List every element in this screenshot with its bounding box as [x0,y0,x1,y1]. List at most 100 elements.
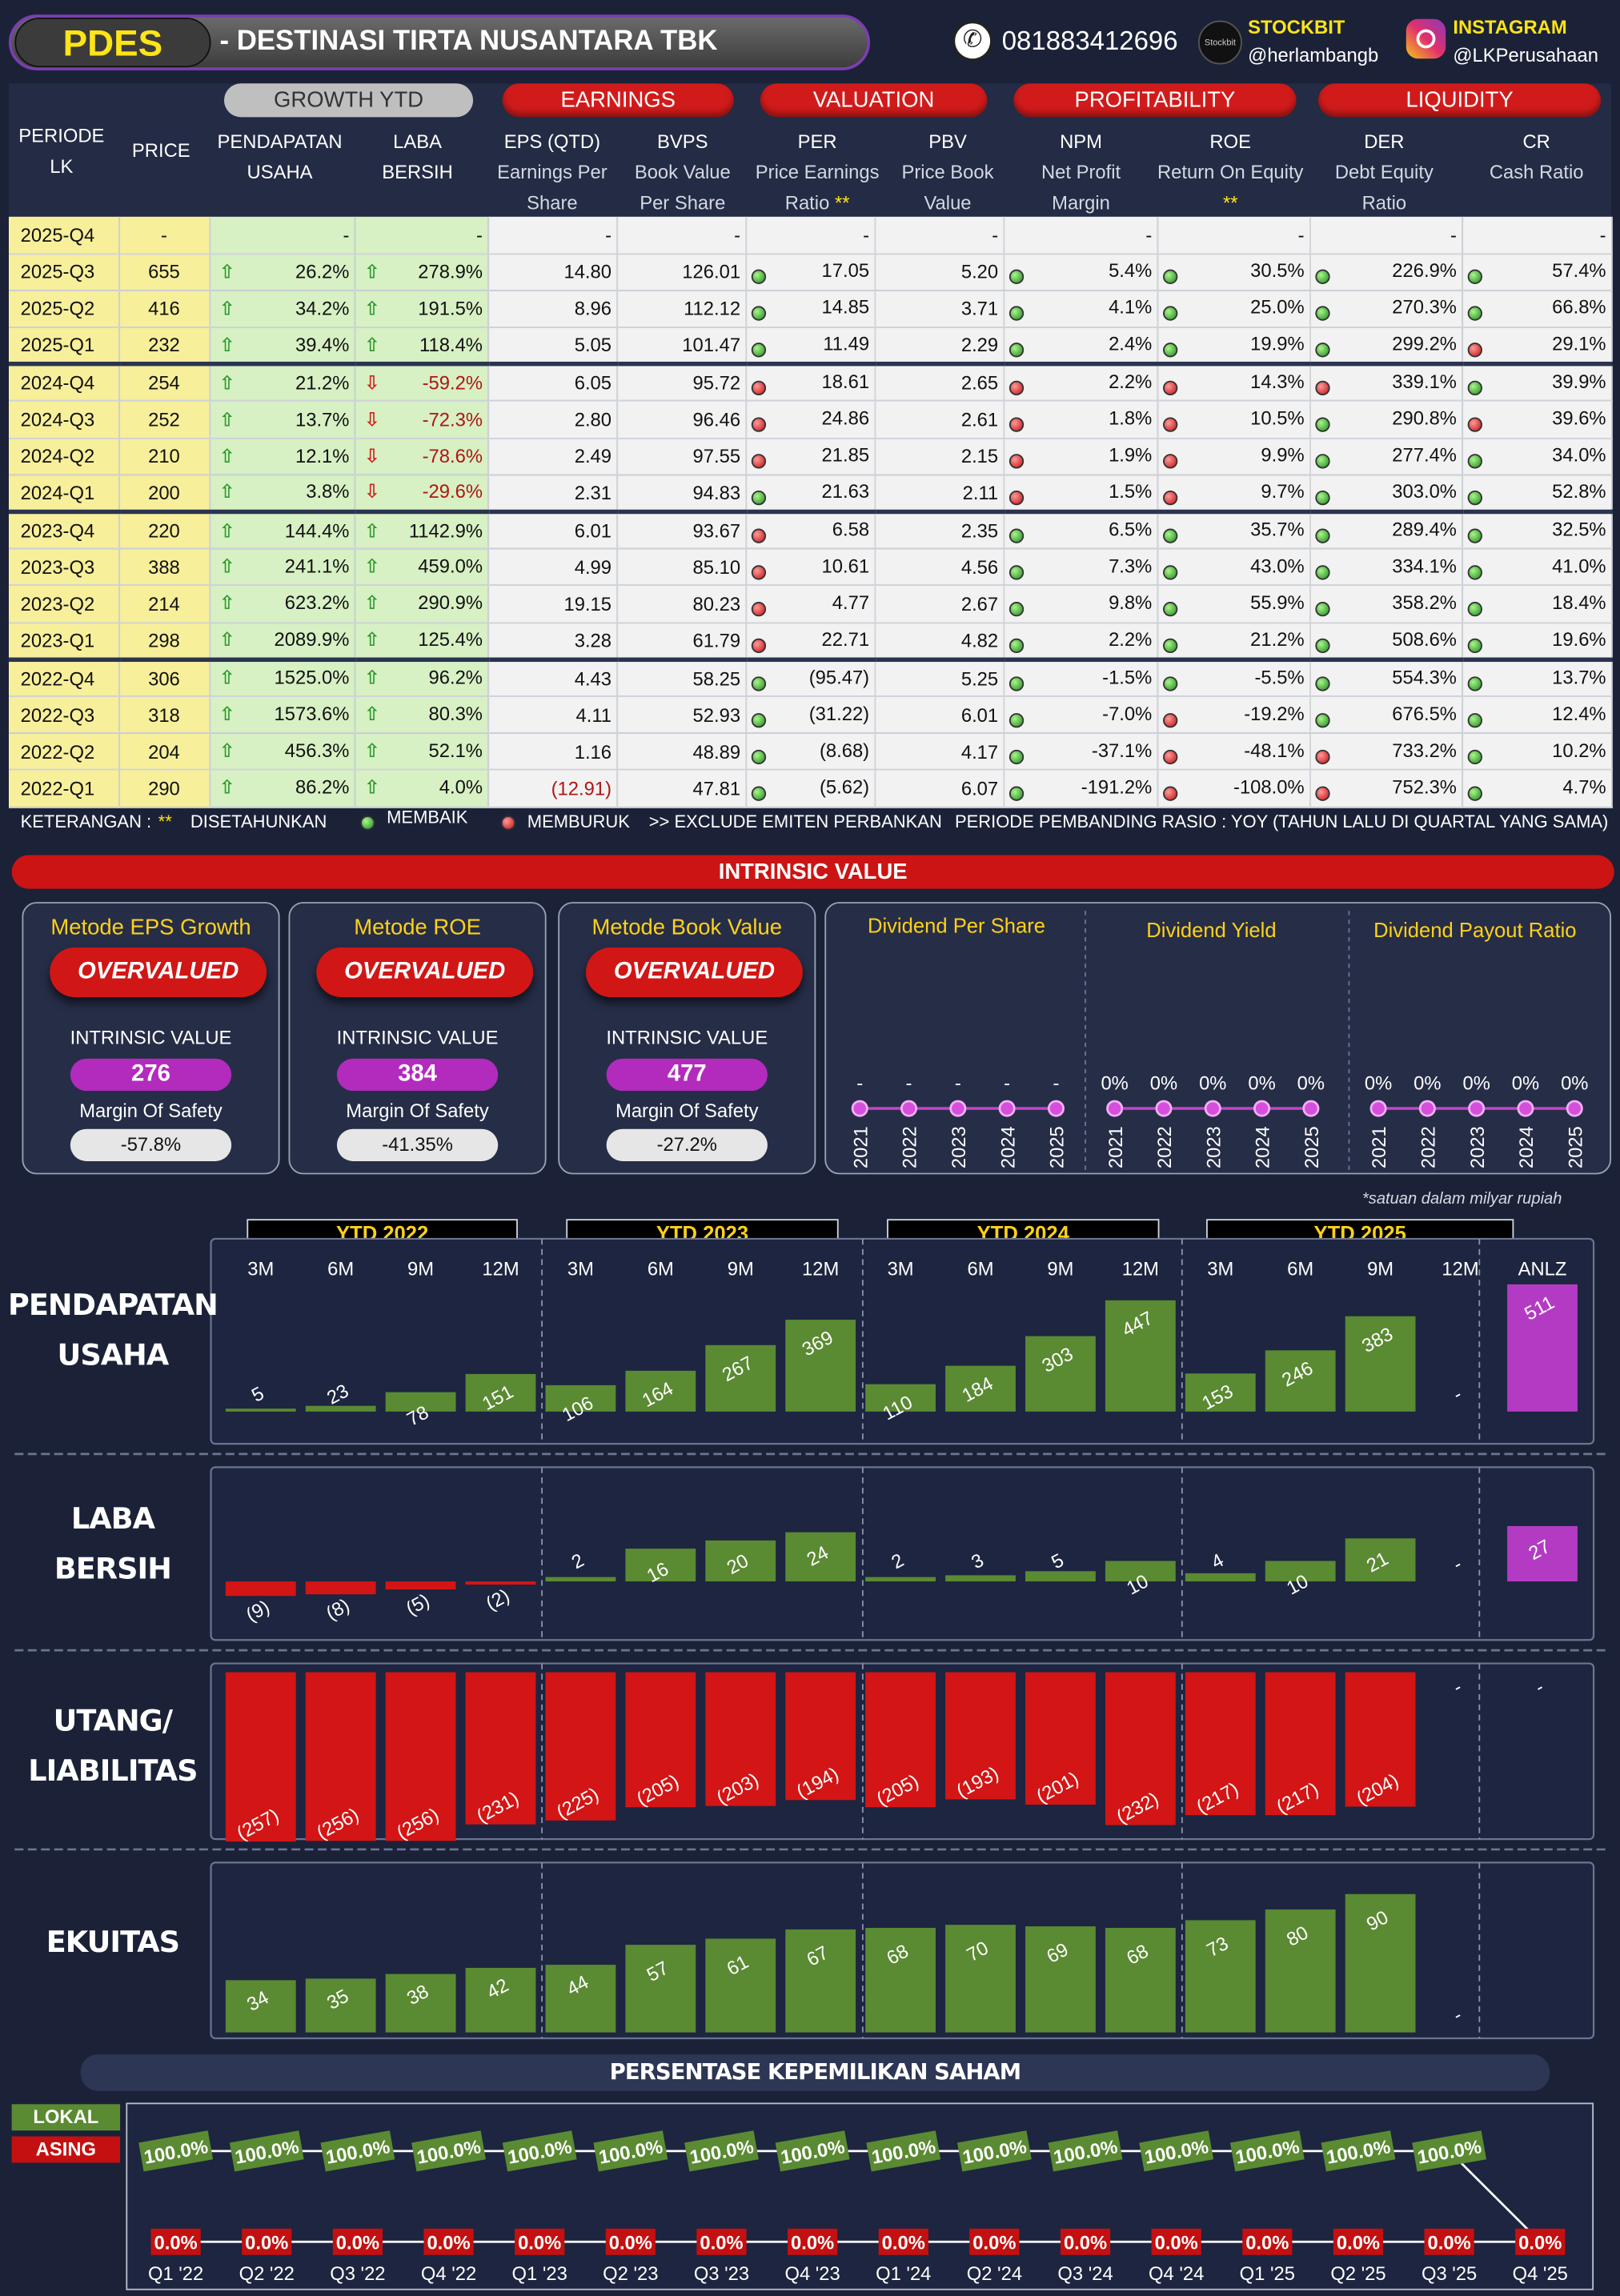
asing-label: 0.0% [1064,2232,1107,2254]
section-title: LABA BERSIH [54,1501,171,1585]
cell-per: (95.47) [745,657,876,697]
period-label: 9M [728,1259,754,1280]
bar [305,1581,376,1595]
arrow-up-icon: ⇧ [363,260,380,282]
table-row: 2024-Q2 210 ⇧ 12.1% ⇩ -78.6% 2.49 97.55 21.85 2.1… [8,438,1612,476]
green-dot-icon [1008,749,1024,764]
bar-chart-0: PENDAPATAN USAHA 3M 6M 9M 12M 3M 6M 9M 12M 3M 6M 9M 1… [8,1237,1595,1445]
margin-of-safety-value: -41.35% [336,1128,499,1161]
arrow-up-icon: ⇧ [219,444,235,467]
col-roe-sub: Return On Equity ** [1157,157,1304,218]
bar [705,1344,776,1412]
cell-value: 277.4% [1392,443,1457,467]
cell-periode: 2022-Q3 [8,695,120,734]
ownership-chart: 100.0% 100.0% 100.0% 100.0% 100.0% 100.0% 100.… [138,2130,1568,2285]
dividend-point [1302,1100,1320,1117]
bar [1265,1350,1336,1412]
red-dot-icon [1008,490,1024,506]
cell-npm: 1.5% [1003,475,1158,513]
cell-cr: 4.7% [1462,770,1612,808]
arrow-down-icon: ⇩ [363,371,380,394]
asing-label: 0.0% [1155,2232,1198,2254]
cell-value: 14.80 [563,261,612,283]
cell-laba: ⇧ 125.4% [354,622,489,660]
cell-value: 2024-Q4 [20,372,95,395]
cell-pendapatan: ⇧ 13.7% [209,401,355,439]
cell-value: 5.20 [960,261,999,283]
bar [1185,1672,1256,1816]
cell-value: - [1297,223,1305,246]
lokal-label-box [1139,2130,1214,2172]
cell-value: 34.2% [295,297,350,319]
cell-cr: 39.6% [1462,401,1612,439]
dividend-value: 0% [1365,1072,1392,1094]
green-dot-icon [750,343,766,358]
bar [1345,1316,1416,1412]
cell-der: - [1309,216,1463,254]
arrow-down-icon: ⇩ [363,407,380,431]
year-label: 2022 [1418,1126,1440,1168]
year-label: 2021 [850,1126,872,1168]
red-dot-icon [1162,454,1177,469]
bar [1105,1300,1176,1412]
lokal-label-box [229,2130,304,2172]
green-dot-icon [1466,638,1482,653]
cell-laba: ⇩ -78.6% [354,438,489,476]
table-row: 2024-Q3 252 ⇧ 13.7% ⇩ -72.3% 2.80 96.46 24.86 2.6… [8,401,1612,439]
cell-value: 252 [148,408,180,431]
asing-label-box [605,2228,656,2255]
cell-value: 39.4% [295,333,350,355]
cell-npm: 2.2% [1003,622,1158,660]
table-row: 2025-Q1 232 ⇧ 39.4% ⇧ 118.4% 5.05 101.47 11.49 2.… [8,327,1612,366]
cell-der: 270.3% [1309,290,1463,328]
cell-der: 676.5% [1309,695,1463,734]
dividend-value: 0% [1199,1072,1226,1094]
cell-cr: 39.9% [1462,362,1612,403]
cell-pendapatan: ⇧ 144.4% [209,509,355,550]
green-dot-icon [1008,786,1024,801]
dividend-value: 0% [1413,1072,1441,1094]
green-dot-icon [1008,270,1024,285]
red-dot-icon [1162,381,1177,396]
cell-value: 4.0% [439,776,483,799]
bar [625,1370,696,1412]
cell-value: 733.2% [1392,739,1457,761]
arrow-up-icon: ⇧ [219,407,235,431]
arrow-up-icon: ⇧ [363,776,380,799]
cell-bvps: 96.46 [616,401,747,439]
cell-roe: 14.3% [1157,362,1310,403]
cell-npm: 1.9% [1003,438,1158,476]
cell-pbv: 4.17 [874,733,1004,771]
cell-value: 6.01 [574,519,612,543]
asing-label: 0.0% [336,2232,379,2254]
legend-memburuk: MEMBURUK [527,811,630,832]
cell-cr: 34.0% [1462,438,1612,476]
cell-value: 270.3% [1392,296,1457,319]
cell-value: 4.11 [575,703,612,726]
col-per-sub: Price Earnings Ratio ** [747,157,888,218]
green-dot-icon [1314,343,1329,358]
period-label: 9M [407,1259,434,1280]
cell-value: 232 [148,334,180,356]
cell-value: - [1599,223,1606,246]
cell-value: -29.6% [422,480,483,503]
cell-value: 290.9% [418,592,483,615]
green-dot-icon [1466,712,1482,727]
quarter-label: Q2 '23 [603,2263,658,2285]
col-cr-sub: Cash Ratio [1489,161,1584,183]
cell-laba: ⇧ 278.9% [354,253,489,291]
dividend-title: Dividend Per Share [868,916,1045,938]
cell-pbv: 3.71 [874,290,1004,328]
table-row: 2023-Q2 214 ⇧ 623.2% ⇧ 290.9% 19.15 80.23 4.77 2.… [8,585,1612,623]
cell-value: 2025-Q4 [20,223,95,246]
cell-npm: 5.4% [1003,253,1158,291]
red-dot-icon [750,381,766,396]
cell-value: 86.2% [295,776,350,799]
dividend-point [949,1100,967,1117]
cell-value: 11.49 [823,332,870,355]
cell-value: 6.05 [574,372,612,395]
green-dot-icon [1466,307,1482,322]
section-title: PENDAPATAN USAHA [8,1288,218,1372]
bar [465,1672,536,1825]
